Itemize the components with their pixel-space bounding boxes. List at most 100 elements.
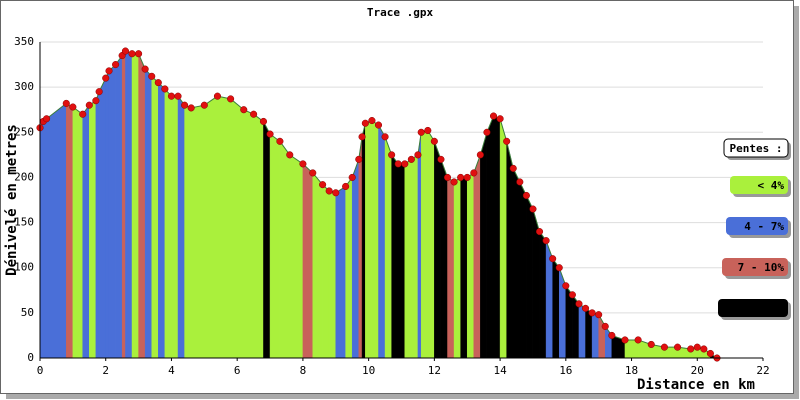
profile-point [595, 311, 603, 319]
profile-point [516, 178, 524, 186]
profile-point [414, 151, 422, 159]
slope-segment [184, 104, 192, 359]
slope-segment [371, 120, 379, 359]
slope-segment [46, 102, 67, 359]
legend-swatch [718, 299, 788, 317]
profile-point [174, 92, 182, 100]
profile-point [381, 133, 389, 141]
legend-title: Pentes : [730, 142, 783, 155]
profile-point [450, 178, 458, 186]
profile-point [549, 255, 557, 263]
profile-point [85, 101, 93, 109]
profile-point [95, 88, 103, 96]
profile-point [483, 128, 491, 136]
x-tick-label: 2 [102, 364, 109, 377]
x-tick-label: 4 [168, 364, 175, 377]
x-tick-label: 6 [234, 364, 241, 377]
slope-segment [460, 177, 468, 359]
profile-point [92, 97, 100, 105]
profile-point [332, 189, 340, 197]
slope-segment [552, 257, 560, 359]
profile-point [181, 101, 189, 109]
profile-point [575, 300, 583, 308]
profile-point [69, 103, 77, 111]
profile-point [355, 155, 363, 163]
profile-point [424, 126, 432, 135]
slope-segment [578, 303, 586, 359]
slope-segment [391, 154, 399, 359]
x-tick-label: 20 [691, 364, 704, 377]
slope-segment [164, 88, 172, 359]
profile-point [167, 92, 176, 100]
legend-title-box [723, 138, 789, 158]
profile-point [394, 160, 402, 168]
profile-point [250, 110, 258, 118]
profile-point [542, 237, 550, 245]
slope-segment [473, 154, 481, 359]
slope-segment [506, 141, 514, 359]
profile-point [601, 322, 609, 330]
slope-segment [253, 113, 264, 359]
slope-segment [397, 163, 406, 359]
profile-point [608, 331, 616, 339]
slope-segment [82, 104, 90, 359]
profile-point [522, 191, 530, 200]
profile-point [430, 137, 438, 145]
profile-point [112, 61, 120, 69]
slope-segment [98, 78, 106, 359]
y-tick-label: 0 [27, 351, 34, 364]
slope-segment [89, 100, 97, 359]
slope-segment [230, 98, 245, 359]
profile-point [437, 155, 445, 163]
profile-point [43, 115, 51, 123]
slope-segment [434, 141, 442, 359]
slope-segment [328, 190, 337, 359]
profile-point [535, 228, 544, 236]
legend-label: < 4% [758, 179, 785, 192]
legend-swatch [726, 217, 788, 235]
profile-point [358, 133, 366, 141]
slope-segment [486, 115, 494, 359]
x-tick-label: 18 [625, 364, 638, 377]
slope-segment [539, 230, 547, 359]
y-tick-label: 250 [14, 125, 34, 138]
profile-point [509, 164, 517, 172]
slope-segment [322, 184, 330, 359]
profile-point [102, 74, 110, 82]
profile-point [568, 291, 576, 299]
slope-segment [171, 95, 179, 359]
profile-point [401, 160, 409, 168]
slope-segment [105, 70, 110, 359]
slope-segment [365, 120, 373, 359]
profile-point [562, 282, 570, 290]
profile-point [299, 160, 307, 168]
profile-point [154, 79, 162, 87]
profile-point [309, 169, 317, 177]
slope-segment [158, 82, 166, 359]
slope-segment [378, 124, 386, 359]
slope-segment [125, 50, 133, 359]
slope-segment [177, 95, 185, 359]
slope-segment [493, 115, 501, 359]
profile-point [496, 115, 504, 123]
profile-point [266, 130, 274, 138]
profile-point [443, 173, 452, 181]
x-tick-label: 12 [428, 364, 441, 377]
profile-point [368, 116, 376, 125]
legend-swatch [722, 258, 788, 276]
legend-label: 4 - 7% [744, 220, 784, 233]
profile-point [148, 72, 156, 80]
profile-point [200, 101, 208, 109]
profile-point [388, 151, 396, 159]
slope-segment [108, 63, 116, 359]
y-tick-label: 100 [14, 261, 34, 274]
slope-segment [131, 53, 139, 359]
x-tick-label: 22 [756, 364, 769, 377]
slope-segment [204, 95, 218, 359]
slope-segment [345, 176, 353, 359]
profile-point [470, 169, 478, 177]
profile-point [276, 137, 284, 145]
profile-point [319, 181, 327, 189]
